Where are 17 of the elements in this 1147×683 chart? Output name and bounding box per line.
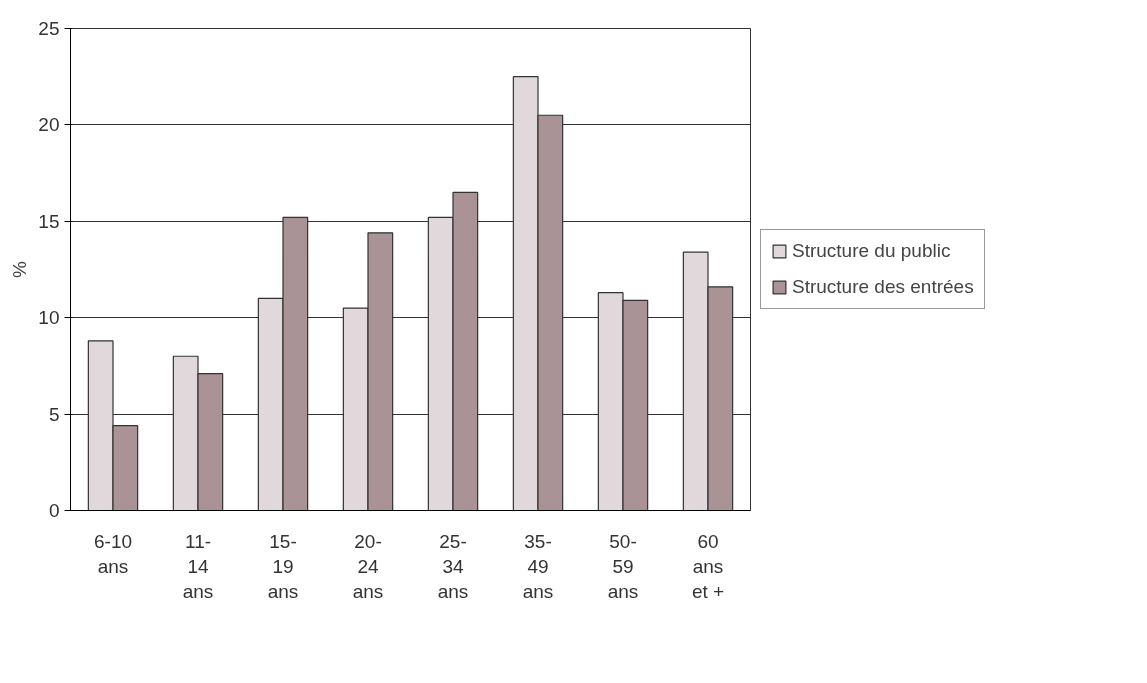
x-tick-label: 20- 24 ans [352,530,384,602]
x-tick-label: 50- 59 ans [607,530,639,602]
y-tick-label: 5 [48,403,60,425]
x-tick-label: 60 ans et + [691,530,725,602]
x-tick-label: 35- 49 ans [522,530,554,602]
y-axis-title: % [9,260,31,278]
legend-label: Structure des entrées [792,276,974,298]
y-tick-label: 15 [38,210,60,232]
y-tick-label: 10 [38,307,60,329]
x-tick-label: 25- 34 ans [437,530,469,602]
x-tick-label: 15- 19 ans [267,530,299,602]
y-tick-label: 20 [38,114,60,136]
x-tick-label: 11- 14 ans [182,530,214,602]
y-tick-label: 0 [48,500,60,521]
legend-label: Structure du public [792,240,951,262]
y-tick-label: 25 [38,18,60,39]
x-tick-label: 6-10 ans [93,530,133,577]
